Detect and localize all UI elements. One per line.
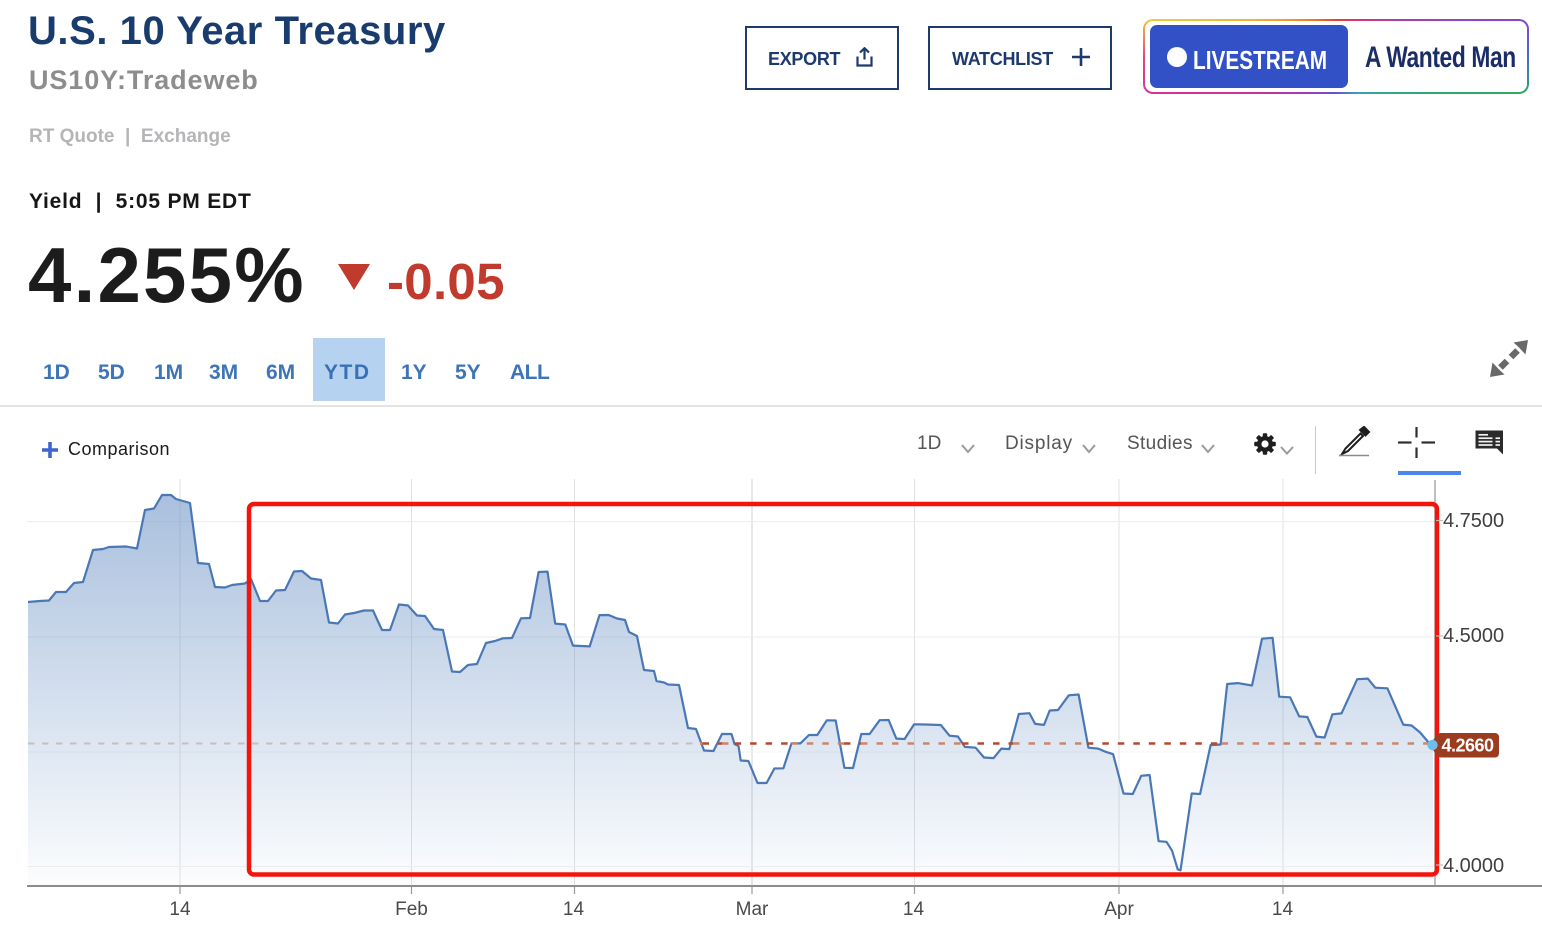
svg-text:4.5000: 4.5000: [1443, 625, 1504, 647]
svg-text:14: 14: [903, 899, 925, 920]
svg-text:4.7500: 4.7500: [1443, 510, 1504, 532]
svg-text:Apr: Apr: [1104, 899, 1134, 920]
svg-text:4.0000: 4.0000: [1443, 855, 1504, 877]
svg-text:14: 14: [169, 899, 191, 920]
svg-text:14: 14: [1272, 899, 1294, 920]
svg-text:14: 14: [563, 899, 585, 920]
svg-text:4.2660: 4.2660: [1442, 736, 1495, 756]
svg-text:Feb: Feb: [395, 899, 428, 920]
svg-text:Mar: Mar: [736, 899, 769, 920]
